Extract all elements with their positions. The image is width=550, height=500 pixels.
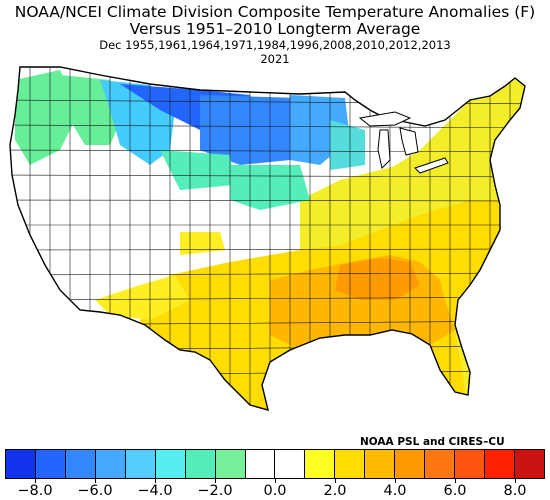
lake-erie bbox=[414, 157, 449, 174]
lake-superior bbox=[358, 111, 412, 127]
legend-tick-mark bbox=[275, 479, 276, 483]
legend-tick-mark bbox=[155, 479, 156, 483]
legend-swatch bbox=[155, 450, 186, 478]
legend-swatch bbox=[395, 450, 426, 478]
region-newmexico-yellow bbox=[180, 232, 225, 255]
region-dakotas-blue bbox=[200, 95, 310, 165]
legend-swatch bbox=[245, 450, 276, 478]
region-wisconsin-cyan bbox=[330, 120, 365, 170]
color-legend-ticks: −8.0 −6.0 −4.0 −2.0 0.0 2.0 4.0 6.0 8.0 bbox=[5, 479, 545, 500]
region-southwest-yellow bbox=[95, 275, 190, 320]
composite-years-label: Dec 1955,1961,1964,1971,1984,1996,2008,2… bbox=[99, 38, 451, 52]
legend-swatch bbox=[455, 450, 485, 478]
legend-swatch bbox=[185, 450, 216, 478]
legend-swatch bbox=[215, 450, 246, 478]
legend-swatch bbox=[425, 450, 456, 478]
legend-tick-label: −6.0 bbox=[77, 483, 113, 499]
lake-michigan bbox=[377, 129, 391, 169]
legend-swatch bbox=[485, 450, 515, 478]
legend-tick-label: −8.0 bbox=[17, 483, 53, 499]
legend-tick-label: −4.0 bbox=[137, 483, 173, 499]
legend-swatch bbox=[125, 450, 156, 478]
legend-tick-label: −2.0 bbox=[197, 483, 233, 499]
legend-tick-mark bbox=[215, 479, 216, 483]
credit-label: NOAA PSL and CIRES–CU bbox=[360, 436, 505, 448]
region-wyoming-green bbox=[160, 150, 235, 190]
legend-tick-mark bbox=[35, 479, 36, 483]
legend-swatch bbox=[365, 450, 396, 478]
legend-tick-mark bbox=[395, 479, 396, 483]
lake-huron bbox=[399, 127, 419, 156]
region-pacific-nw-green bbox=[15, 70, 80, 165]
region-tennessee-deep-orange bbox=[335, 258, 420, 300]
legend-swatch bbox=[514, 450, 544, 478]
legend-swatch bbox=[35, 450, 66, 478]
legend-swatch bbox=[6, 450, 36, 478]
legend-swatch bbox=[305, 450, 336, 478]
map-subtitle: Versus 1951–2010 Longterm Average bbox=[129, 20, 421, 38]
legend-tick-mark bbox=[455, 479, 456, 483]
legend-tick-label: 8.0 bbox=[503, 483, 527, 499]
legend-swatch bbox=[95, 450, 126, 478]
legend-swatch bbox=[65, 450, 96, 478]
map-title: NOAA/NCEI Climate Division Composite Tem… bbox=[14, 3, 536, 21]
legend-tick-mark bbox=[95, 479, 96, 483]
legend-tick-mark bbox=[335, 479, 336, 483]
legend-tick-label: 0.0 bbox=[263, 483, 287, 499]
legend-tick-label: 4.0 bbox=[383, 483, 407, 499]
composite-year-label: 2021 bbox=[260, 52, 290, 66]
legend-swatch bbox=[275, 450, 306, 478]
legend-tick-label: 2.0 bbox=[323, 483, 347, 499]
color-legend bbox=[5, 449, 545, 479]
legend-tick-label: 6.0 bbox=[443, 483, 467, 499]
legend-tick-mark bbox=[515, 479, 516, 483]
legend-swatch bbox=[335, 450, 366, 478]
